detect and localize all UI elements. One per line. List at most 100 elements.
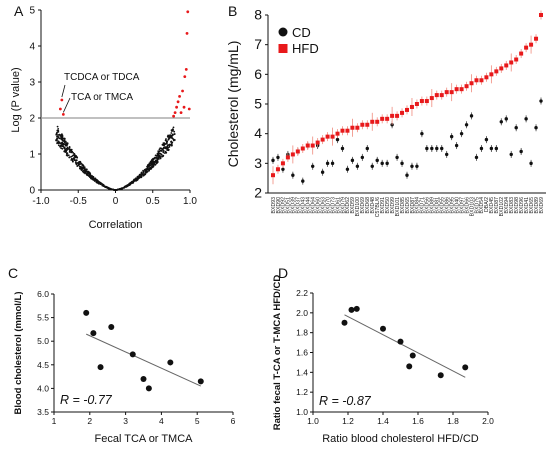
- panel-a-x-tick-label: -1.0: [32, 196, 50, 207]
- panel-b-strain-label: BXD101: [395, 197, 401, 216]
- panel-a-annotation-pointer: [61, 84, 66, 98]
- panel-a-point: [170, 141, 172, 143]
- panel-b-hfd-point: [405, 107, 409, 112]
- panel-d-x-tick-label: 1.4: [377, 416, 389, 426]
- panel-b-cd-point: [301, 179, 305, 183]
- panel-b-cd-point: [454, 143, 459, 148]
- panel-a-point: [143, 168, 146, 171]
- panel-b-cd-point: [410, 164, 414, 168]
- panel-b-hfd-point: [524, 45, 529, 50]
- panel-a-point: [63, 138, 66, 141]
- panel-b-strain-label: BXD41: [524, 197, 530, 214]
- panel-b-cd-point: [519, 149, 523, 154]
- panel-a-point: [132, 179, 135, 182]
- panel-b-strain-label: DBA/2: [484, 197, 490, 212]
- panel-a-point: [55, 138, 58, 141]
- panel-a-point: [56, 141, 59, 144]
- panel-a-point: [90, 177, 93, 179]
- panel-b-hfd-point: [385, 116, 390, 121]
- panel-b-hfd-point: [419, 99, 424, 104]
- panel-a-point: [83, 167, 86, 170]
- panel-b-hfd-point: [350, 125, 355, 130]
- panel-a-point: [56, 131, 58, 134]
- panel-d-point: [341, 319, 348, 326]
- panel-a-point: [173, 130, 176, 133]
- panel-b-strain-label: BXD89: [534, 197, 540, 214]
- panel-b-cd-point: [469, 114, 474, 118]
- panel-a-x-tick-label: 0: [113, 196, 119, 207]
- panel-a-point: [66, 144, 68, 147]
- panel-a-point: [166, 140, 169, 143]
- panel-a-point: [64, 148, 66, 151]
- panel-a-point: [60, 134, 62, 136]
- panel-b-strain-label: BXD59: [350, 197, 356, 214]
- panel-b-strain-label: BXD91: [380, 197, 386, 214]
- panel-d-y-tick-label: 1.8: [296, 328, 308, 338]
- panel-b-cd-point: [335, 137, 340, 142]
- panel-b-hfd-point: [285, 155, 290, 160]
- panel-b-cd-point: [291, 173, 295, 177]
- panel-b-hfd-point: [414, 102, 419, 106]
- panel-a-point: [94, 177, 97, 180]
- panel-a-point: [57, 129, 60, 132]
- panel-c-x-tick-label: 4: [159, 416, 164, 426]
- panel-a-significant-point: [187, 107, 191, 111]
- panel-a-point: [137, 175, 140, 178]
- panel-b-cd-point: [360, 155, 365, 160]
- panel-a-point: [170, 136, 173, 139]
- panel-a-point: [173, 138, 175, 141]
- panel-a-significant-point: [181, 89, 184, 93]
- panel-d-x-tick-label: 1.2: [342, 416, 354, 426]
- panel-b-hfd-point: [390, 113, 395, 118]
- panel-b-strain-label: BXD90: [276, 197, 282, 214]
- panel-a-significant-point: [173, 111, 177, 114]
- panel-a-point: [128, 184, 130, 186]
- panel-letter-a: A: [14, 3, 24, 19]
- panel-a-point: [171, 134, 174, 137]
- panel-b-hfd-point: [280, 161, 285, 166]
- panel-d-point: [380, 325, 386, 332]
- panel-b-strain-label: BXD75: [474, 197, 480, 214]
- panel-a-point: [169, 144, 172, 146]
- panel-d-fit-line: [344, 314, 466, 378]
- panel-b-strain-label: BXD87: [410, 197, 416, 214]
- panel-d-y-axis-label: Ratio fecal T-CA or T-MCA HFD/CD: [272, 275, 283, 431]
- panel-b-cd-point: [489, 146, 494, 151]
- panel-c-point: [83, 309, 90, 316]
- panel-b-strain-label: BXD65: [405, 197, 411, 214]
- panel-d-r-value: R = -0.87: [319, 394, 372, 408]
- panel-a-point: [168, 138, 170, 140]
- panel-a-point: [84, 170, 87, 173]
- panel-b-cd-point: [400, 161, 404, 166]
- panel-a-point: [59, 142, 62, 145]
- panel-a-y-axis-label: Log (P value): [10, 67, 22, 132]
- panel-b-cd-point: [529, 161, 533, 166]
- panel-a-point: [162, 149, 165, 152]
- panel-b-hfd-point: [295, 149, 300, 154]
- panel-b-cd-point: [276, 155, 280, 160]
- panel-b-strain-label: BXD93: [271, 197, 277, 214]
- panel-b-hfd-point: [499, 66, 504, 71]
- panel-b-strain-label: BXD63: [320, 197, 326, 214]
- panel-b-hfd-point: [534, 36, 539, 41]
- panel-b-cd-point: [509, 152, 513, 157]
- panel-b-strain-label: BXD66: [464, 197, 470, 214]
- panel-b-hfd-point: [305, 143, 310, 148]
- panel-b-hfd-point: [444, 90, 449, 95]
- panel-a-point: [157, 151, 160, 154]
- panel-c-x-tick-label: 5: [195, 416, 200, 426]
- panel-b-cd-point: [350, 158, 355, 163]
- panel-b-hfd-point: [529, 42, 534, 47]
- panel-a-point: [63, 140, 65, 142]
- panel-b-strain-label: BXD45: [489, 197, 495, 214]
- panel-b-hfd-point: [271, 173, 275, 178]
- panel-b-hfd-point: [454, 87, 459, 92]
- panel-a-point: [148, 162, 151, 165]
- panel-b-strain-label: BXD50: [385, 197, 391, 214]
- panel-d-y-tick-label: 1.4: [296, 367, 308, 377]
- panel-b-cd-point: [459, 131, 464, 136]
- panel-d-point: [353, 305, 360, 312]
- panel-b-strain-label: BXD39: [291, 197, 297, 214]
- panel-a-point: [146, 168, 149, 171]
